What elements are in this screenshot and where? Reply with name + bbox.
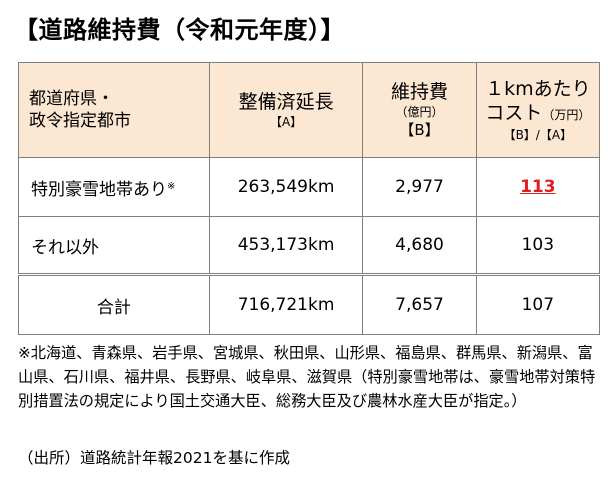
header-per-km-label2: コスト <box>485 102 543 124</box>
header-per-km-label: １kmあたり <box>485 78 591 100</box>
header-region-line1: 都道府県・ <box>29 89 114 109</box>
header-maintenance-tag: 【B】 <box>399 121 440 139</box>
note-mark: ※ <box>167 180 176 192</box>
footnote: ※北海道、青森県、岩手県、宮城県、秋田県、山形県、福島県、群馬県、新潟県、富山県… <box>18 341 606 413</box>
highlighted-value: 113 <box>520 177 556 197</box>
row-label: 合計 <box>18 273 210 335</box>
header-per-km-unit: （万円） <box>542 108 591 122</box>
row-label-cell: 特別豪雪地帯あり※ <box>18 157 210 217</box>
per-km-cell: 107 <box>475 273 601 335</box>
header-length-label: 整備済延長 <box>238 91 334 113</box>
length-cell: 263,549km <box>208 157 364 217</box>
page-title: 【道路維持費（令和元年度）】 <box>14 16 345 44</box>
header-maintenance-unit: （億円） <box>395 105 444 119</box>
table-row: 特別豪雪地帯あり※ 263,549km 2,977 113 <box>18 157 601 217</box>
length-cell: 716,721km <box>208 273 364 335</box>
row-label: それ以外 <box>18 216 210 275</box>
footnote-mark: ※ <box>18 344 31 362</box>
maintenance-cost-table: 都道府県・ 政令指定都市 整備済延長 【A】 維持費 （億円） 【B】 １kmあ… <box>18 62 601 335</box>
header-per-km-label2-wrap: コスト（万円） <box>477 101 599 127</box>
length-cell: 453,173km <box>208 216 364 275</box>
source-note: （出所）道路統計年報2021を基に作成 <box>18 449 290 467</box>
row-label: 特別豪雪地帯あり <box>31 179 167 200</box>
maintenance-cell: 7,657 <box>362 273 477 335</box>
table-row-total: 合計 716,721km 7,657 107 <box>18 273 601 335</box>
header-region-line2: 政令指定都市 <box>29 111 131 131</box>
table-header-row: 都道府県・ 政令指定都市 整備済延長 【A】 維持費 （億円） 【B】 １kmあ… <box>18 62 601 158</box>
header-per-km-tag: 【B】/【A】 <box>503 128 573 142</box>
per-km-cell: 103 <box>475 216 601 275</box>
maintenance-cell: 2,977 <box>362 157 477 217</box>
header-maintenance: 維持費 （億円） 【B】 <box>362 62 477 158</box>
table-row: それ以外 453,173km 4,680 103 <box>18 216 601 275</box>
maintenance-cell: 4,680 <box>362 216 477 275</box>
header-maintenance-label: 維持費 <box>391 81 449 103</box>
header-per-km: １kmあたり コスト（万円） 【B】/【A】 <box>475 62 601 158</box>
footnote-text: 北海道、青森県、岩手県、宮城県、秋田県、山形県、福島県、群馬県、新潟県、富山県、… <box>18 344 596 410</box>
per-km-cell: 113 <box>475 157 601 217</box>
header-length-tag: 【A】 <box>269 115 303 129</box>
header-length: 整備済延長 【A】 <box>208 62 364 158</box>
header-region: 都道府県・ 政令指定都市 <box>18 62 210 158</box>
